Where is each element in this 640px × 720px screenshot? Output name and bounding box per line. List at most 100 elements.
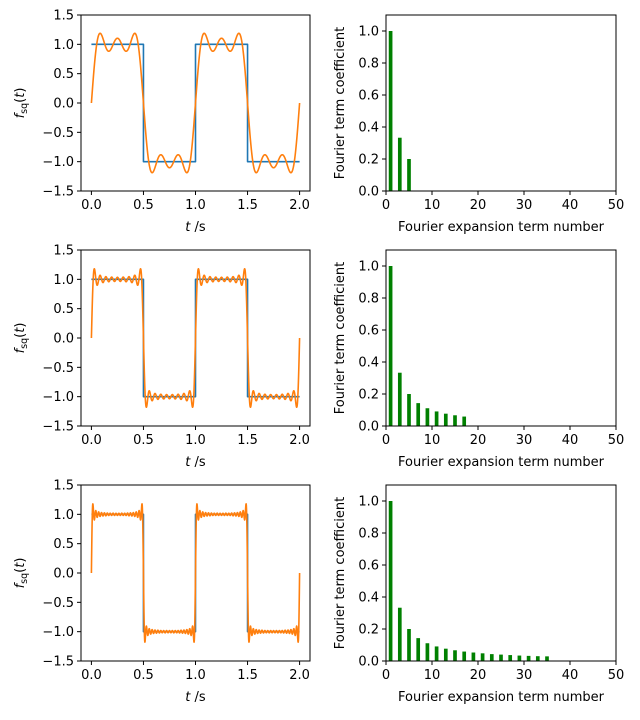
- square-wave-3-terms-y-tick-label: 1.5: [53, 9, 74, 24]
- square-wave-18-terms-x-tick-label: 0.5: [133, 668, 154, 683]
- square-wave-9-terms-y-tick-label: 0.0: [53, 332, 74, 347]
- coefficients-3-terms-panel: 0 10 20 30 40 50 0.0 0.2 0.4 0.6 0.8 1.0 Fourier exp…: [333, 14, 625, 235]
- coefficients-18-terms-bar-33: [535, 656, 540, 661]
- square-wave-9-terms-y-tick-label: 1.0: [53, 273, 74, 288]
- square-wave-9-terms-plot-area: [90, 267, 301, 409]
- square-wave-9-terms-y-tick-label: −0.5: [42, 361, 74, 376]
- square-wave-9-terms-x-tick-label: 1.5: [237, 433, 258, 448]
- coefficients-18-terms-x-tick-label: 50: [608, 668, 625, 683]
- coefficients-18-terms-panel: 0 10 20 30 40 50 0.0 0.2 0.4 0.6 0.8 1.0 Fourier exp…: [333, 484, 625, 705]
- coefficients-18-terms-x-axis-label: Fourier expansion term number: [398, 690, 605, 705]
- square-wave-3-terms-y-tick-label: 0.5: [53, 67, 74, 82]
- square-wave-18-terms-x-tick-label: 2.0: [289, 668, 310, 683]
- coefficients-18-terms-plot-area: [388, 501, 549, 661]
- square-wave-18-terms-y-tick-label: 1.5: [53, 479, 74, 494]
- square-wave-3-terms-y-axis-label: fsq(t): [13, 88, 30, 119]
- coefficients-3-terms-x-tick-label: 40: [562, 198, 579, 213]
- coefficients-9-terms-bar-3: [397, 372, 402, 426]
- coefficients-9-terms-y-tick-label: 0.6: [358, 324, 379, 339]
- coefficients-9-terms-panel: 0 10 20 30 40 50 0.0 0.2 0.4 0.6 0.8 1.0 Fourier exp…: [333, 249, 624, 470]
- square-wave-9-terms-y-tick-label: −1.5: [42, 420, 74, 435]
- coefficients-18-terms-bar-29: [517, 655, 522, 661]
- square-wave-3-terms-panel: 0.0 0.5 1.0 1.5 2.0 −1.5 −1.0 −0.5 0.0 0.5 1.0 1.5 t…: [13, 9, 311, 235]
- coefficients-18-terms-bar-23: [489, 654, 494, 661]
- coefficients-18-terms-bar-15: [453, 650, 457, 661]
- coefficients-18-terms-y-tick-label: 0.0: [358, 655, 379, 670]
- coefficients-9-terms-y-tick-label: 0.4: [358, 356, 379, 371]
- square-wave-9-terms-y-axis-label: fsq(t): [13, 323, 30, 354]
- square-wave-3-terms-y-tick-label: −0.5: [42, 126, 74, 141]
- coefficients-9-terms-y-tick-label: 0.2: [358, 388, 379, 403]
- square-wave-18-terms-x-tick-label: 0.0: [81, 668, 102, 683]
- coefficients-18-terms-y-tick-label: 0.6: [358, 559, 379, 574]
- square-wave-3-terms-plot-area: [90, 32, 301, 174]
- square-wave-18-terms-y-tick-label: 0.5: [53, 537, 74, 552]
- square-wave-9-terms-y-tick-label: 1.5: [53, 244, 74, 259]
- square-wave-3-terms-y-tick-label: 0.0: [53, 97, 74, 112]
- coefficients-9-terms-frame: [385, 249, 617, 427]
- coefficients-9-terms-y-tick-label: 1.0: [358, 260, 379, 275]
- coefficients-9-terms-x-tick-label: 30: [516, 433, 533, 448]
- coefficients-18-terms-bar-21: [480, 653, 485, 661]
- coefficients-3-terms-bar-5: [407, 159, 411, 191]
- coefficients-9-terms-bar-13: [443, 413, 448, 426]
- coefficients-18-terms-bar-17: [462, 651, 467, 661]
- coefficients-18-terms-y-axis-label: Fourier term coefficient: [333, 497, 348, 649]
- coefficients-3-terms-x-tick-label: 30: [516, 198, 533, 213]
- square-wave-3-terms-x-tick-label: 1.5: [237, 198, 258, 213]
- coefficients-3-terms-y-tick-label: 0.0: [358, 185, 379, 200]
- square-wave-9-terms-x-tick-label: 1.0: [185, 433, 206, 448]
- coefficients-3-terms-y-axis-label: Fourier term coefficient: [333, 27, 348, 179]
- coefficients-18-terms-bar-7: [416, 638, 421, 661]
- square-wave-9-terms-x-axis-label: t /s: [185, 455, 206, 470]
- coefficients-9-terms-x-axis-label: Fourier expansion term number: [398, 455, 605, 470]
- square-wave-18-terms-y-tick-label: −1.0: [42, 625, 74, 640]
- square-wave-9-terms-y-tick-label: 0.5: [53, 302, 74, 317]
- coefficients-9-terms-y-tick-label: 0.0: [358, 420, 379, 435]
- coefficients-18-terms-x-tick-label: 0: [382, 668, 390, 683]
- square-wave-3-terms-x-tick-label: 0.5: [133, 198, 154, 213]
- coefficients-9-terms-x-tick-label: 0: [382, 433, 390, 448]
- square-wave-3-terms-series-fourier-sum-line: [90, 32, 301, 174]
- coefficients-9-terms-y-tick-label: 0.8: [358, 292, 379, 307]
- square-wave-18-terms-x-axis-label: t /s: [185, 690, 206, 705]
- coefficients-9-terms-bar-1: [388, 266, 393, 426]
- coefficients-9-terms-bar-15: [453, 415, 457, 426]
- coefficients-3-terms-x-tick-label: 0: [382, 198, 390, 213]
- coefficients-3-terms-x-tick-label: 10: [424, 198, 441, 213]
- coefficients-18-terms-frame: [385, 484, 617, 662]
- square-wave-3-terms-y-tick-label: −1.0: [42, 155, 74, 170]
- coefficients-9-terms-bar-17: [462, 416, 467, 426]
- coefficients-3-terms-y-tick-label: 0.4: [358, 121, 379, 136]
- square-wave-3-terms-y-tick-label: 1.0: [53, 38, 74, 53]
- square-wave-18-terms-x-tick-label: 1.0: [185, 668, 206, 683]
- square-wave-18-terms-y-tick-label: 1.0: [53, 508, 74, 523]
- coefficients-3-terms-y-tick-label: 0.8: [358, 57, 379, 72]
- coefficients-3-terms-x-axis-label: Fourier expansion term number: [398, 220, 605, 235]
- coefficients-3-terms-x-tick-label: 50: [608, 198, 625, 213]
- coefficients-18-terms-bar-11: [434, 646, 439, 661]
- coefficients-18-terms-bar-9: [425, 643, 430, 661]
- coefficients-18-terms-bar-5: [407, 629, 411, 661]
- coefficients-18-terms-bar-13: [443, 648, 448, 661]
- coefficients-9-terms-y-axis-label: Fourier term coefficient: [333, 262, 348, 414]
- square-wave-18-terms-series-fourier-sum-line: [90, 503, 301, 643]
- coefficients-18-terms-bar-25: [499, 654, 503, 661]
- coefficients-18-terms-x-tick-label: 40: [562, 668, 579, 683]
- coefficients-9-terms-bar-11: [434, 411, 439, 426]
- coefficients-18-terms-x-tick-label: 10: [424, 668, 441, 683]
- coefficients-3-terms-y-tick-label: 0.2: [358, 153, 379, 168]
- square-wave-18-terms-panel: 0.0 0.5 1.0 1.5 2.0 −1.5 −1.0 −0.5 0.0 0.5 1.0 1.5 t…: [13, 479, 311, 705]
- square-wave-9-terms-series-fourier-sum-line: [90, 267, 301, 409]
- coefficients-9-terms-x-tick-label: 10: [424, 433, 441, 448]
- square-wave-3-terms-y-tick-label: −1.5: [42, 185, 74, 200]
- coefficients-9-terms-plot-area: [388, 266, 467, 426]
- square-wave-9-terms-x-tick-label: 2.0: [289, 433, 310, 448]
- coefficients-9-terms-bar-7: [416, 403, 421, 426]
- coefficients-9-terms-bar-9: [425, 408, 430, 426]
- coefficients-3-terms-bar-3: [397, 137, 402, 191]
- coefficients-18-terms-bar-1: [388, 501, 393, 661]
- coefficients-9-terms-x-tick-label: 40: [562, 433, 579, 448]
- square-wave-3-terms-x-tick-label: 0.0: [81, 198, 102, 213]
